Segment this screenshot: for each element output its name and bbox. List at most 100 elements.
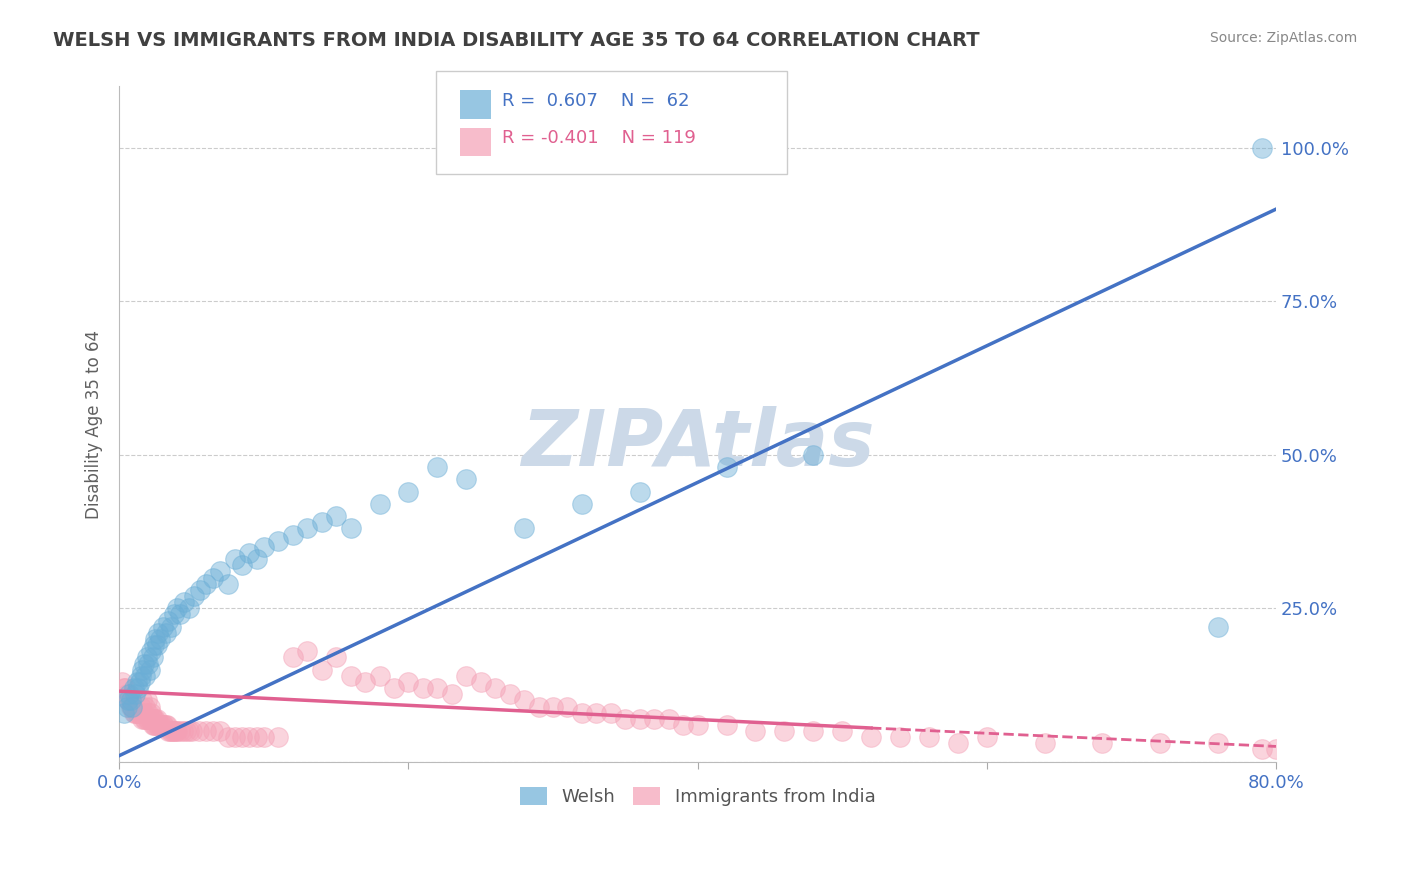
Point: [440, 687, 463, 701]
Point: [141, 650, 163, 665]
Point: [177, 601, 200, 615]
Point: [686, 718, 709, 732]
Point: [124, 706, 146, 720]
Point: [134, 669, 156, 683]
Point: [134, 699, 156, 714]
Point: [1149, 736, 1171, 750]
Point: [145, 632, 167, 646]
Point: [918, 730, 941, 744]
Point: [585, 706, 607, 720]
Point: [145, 712, 167, 726]
Text: Source: ZipAtlas.com: Source: ZipAtlas.com: [1209, 31, 1357, 45]
Point: [209, 565, 232, 579]
Point: [139, 706, 162, 720]
Point: [143, 638, 166, 652]
Point: [122, 681, 145, 695]
Point: [628, 712, 651, 726]
Point: [382, 681, 405, 695]
Point: [143, 718, 166, 732]
Point: [131, 712, 153, 726]
Point: [152, 718, 174, 732]
Point: [148, 625, 170, 640]
Point: [599, 706, 621, 720]
Point: [238, 546, 260, 560]
Point: [139, 644, 162, 658]
Point: [339, 669, 361, 683]
Point: [368, 497, 391, 511]
Point: [152, 620, 174, 634]
Point: [146, 712, 169, 726]
Point: [112, 681, 135, 695]
Point: [155, 625, 177, 640]
Text: ZIPAtlas: ZIPAtlas: [520, 407, 875, 483]
Point: [513, 521, 536, 535]
Point: [253, 540, 276, 554]
Point: [141, 718, 163, 732]
Point: [157, 724, 180, 739]
Point: [368, 669, 391, 683]
Point: [160, 724, 183, 739]
Y-axis label: Disability Age 35 to 64: Disability Age 35 to 64: [86, 329, 103, 518]
Point: [166, 724, 188, 739]
Point: [174, 724, 197, 739]
Point: [354, 675, 377, 690]
Point: [165, 724, 187, 739]
Point: [169, 607, 191, 622]
Point: [183, 589, 205, 603]
Point: [614, 712, 637, 726]
Point: [138, 663, 160, 677]
Point: [156, 718, 179, 732]
Point: [1250, 141, 1272, 155]
Point: [129, 669, 152, 683]
Point: [484, 681, 506, 695]
Point: [557, 699, 579, 714]
Point: [138, 699, 160, 714]
Point: [150, 718, 173, 732]
Point: [456, 472, 478, 486]
Point: [148, 718, 170, 732]
Point: [157, 614, 180, 628]
Point: [976, 730, 998, 744]
Point: [426, 681, 449, 695]
Point: [143, 712, 166, 726]
Point: [160, 620, 183, 634]
Point: [1351, 742, 1374, 756]
Point: [117, 693, 139, 707]
Point: [132, 712, 155, 726]
Point: [231, 730, 253, 744]
Text: WELSH VS IMMIGRANTS FROM INDIA DISABILITY AGE 35 TO 64 CORRELATION CHART: WELSH VS IMMIGRANTS FROM INDIA DISABILIT…: [53, 31, 980, 50]
Point: [195, 724, 218, 739]
Point: [114, 681, 136, 695]
Point: [134, 712, 156, 726]
Point: [325, 509, 347, 524]
Point: [889, 730, 911, 744]
Point: [1206, 620, 1229, 634]
Point: [159, 724, 181, 739]
Point: [180, 724, 202, 739]
Point: [412, 681, 434, 695]
Point: [744, 724, 766, 739]
Point: [117, 693, 139, 707]
Point: [132, 706, 155, 720]
Point: [1250, 742, 1272, 756]
Point: [125, 675, 148, 690]
Point: [1323, 742, 1346, 756]
Point: [224, 730, 246, 744]
Point: [297, 644, 319, 658]
Point: [149, 632, 172, 646]
Point: [946, 736, 969, 750]
Point: [155, 718, 177, 732]
Point: [860, 730, 883, 744]
Point: [187, 724, 209, 739]
Point: [246, 552, 269, 566]
Point: [169, 724, 191, 739]
Point: [253, 730, 276, 744]
Point: [202, 724, 225, 739]
Point: [136, 712, 159, 726]
Point: [398, 484, 420, 499]
Point: [129, 706, 152, 720]
Point: [513, 693, 536, 707]
Point: [1033, 736, 1056, 750]
Point: [217, 576, 239, 591]
Point: [1265, 742, 1288, 756]
